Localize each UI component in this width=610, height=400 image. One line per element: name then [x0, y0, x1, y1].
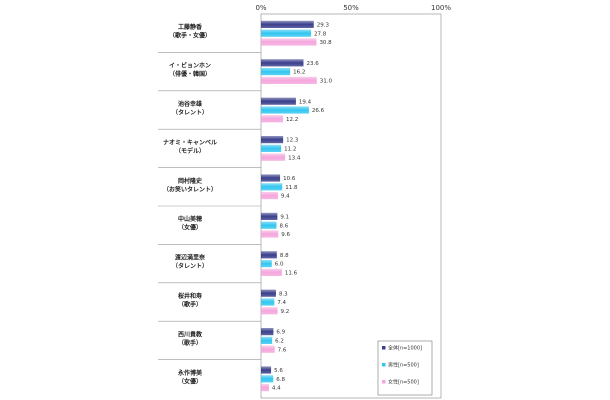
bar-value-label: 9.2 [281, 309, 290, 315]
bar-value-label: 11.8 [285, 185, 298, 191]
category-label: 池谷幸雄 [178, 100, 202, 108]
legend-swatch [382, 346, 386, 350]
bar-value-label: 8.8 [280, 253, 289, 259]
bar-value-label: 9.6 [281, 232, 290, 238]
bar [261, 76, 317, 84]
bar-value-label: 12.3 [286, 138, 299, 144]
bar [261, 29, 312, 37]
bar [261, 59, 304, 67]
bar-value-label: 12.2 [286, 117, 298, 123]
legend: 全体[n=1000] 男性[n=500] 女性[n=500] [377, 340, 433, 396]
bar-value-label: 9.1 [280, 215, 289, 221]
bar-value-label: 30.8 [319, 40, 332, 46]
legend-label: 女性[n=500] [388, 379, 419, 386]
bar-value-label: 11.6 [285, 271, 298, 277]
bar [261, 328, 274, 336]
bar-value-label: 23.6 [306, 61, 319, 67]
x-tick-label: 50% [343, 4, 359, 12]
bar [261, 183, 283, 191]
bar-value-label: 6.9 [276, 330, 285, 336]
bar [261, 336, 273, 344]
category-label: 岡村隆史 [178, 177, 203, 185]
bar [261, 221, 277, 229]
category-label: 永作博美 [177, 369, 203, 377]
bar [261, 192, 278, 200]
bar [261, 106, 309, 114]
category-label: （女優） [178, 224, 202, 232]
category-label: （お笑いタレント） [163, 185, 217, 193]
bar-value-label: 7.4 [277, 300, 286, 306]
category-label: （女優） [178, 377, 202, 385]
category-label: （モデル） [175, 147, 205, 155]
bar [261, 251, 277, 259]
bar [261, 307, 278, 315]
bar [261, 20, 314, 28]
bar [261, 38, 317, 46]
bar-value-label: 27.8 [314, 31, 327, 37]
legend-label: 全体[n=1000] [388, 345, 422, 352]
category-label: （歌手） [178, 301, 202, 309]
bar-value-label: 4.4 [272, 386, 281, 392]
x-axis-ticks: 0% 50% 100% [255, 4, 451, 12]
bar [261, 97, 296, 105]
bar-value-label: 7.6 [278, 347, 287, 353]
bar [261, 230, 279, 238]
category-label: イ・ビョンホン [169, 62, 211, 70]
bar-value-label: 11.2 [284, 147, 296, 153]
bar-value-label: 6.8 [276, 377, 285, 383]
bar-value-label: 29.3 [317, 23, 330, 29]
bar-value-label: 5.6 [274, 368, 283, 374]
bar-value-label: 19.4 [299, 99, 312, 105]
bar [261, 289, 276, 297]
bar-value-label: 13.4 [288, 155, 301, 161]
category-label: （歌手） [178, 339, 202, 347]
legend-swatch [382, 380, 386, 384]
bar-value-label: 16.2 [293, 70, 305, 76]
category-label: 西川貴教 [178, 330, 203, 338]
bar [261, 268, 282, 276]
bar-value-label: 31.0 [320, 79, 333, 85]
bar-value-label: 26.6 [312, 108, 325, 114]
bars: 29.3 27.8 30.8 23.616.2 31.0 19.426.6 12.2 12.3… [261, 20, 333, 392]
category-label: （俳優・韓国） [169, 70, 211, 78]
x-tick-label: 0% [255, 4, 266, 12]
bar [261, 144, 282, 152]
legend-swatch [382, 363, 386, 367]
legend-box [377, 340, 433, 396]
bar-value-label: 9.4 [281, 194, 290, 200]
category-label: 桜井和寿 [178, 292, 202, 300]
category-label: （歌手・女優） [169, 32, 211, 40]
bar [261, 384, 269, 392]
bar-value-label: 8.6 [279, 223, 288, 229]
bar [261, 345, 275, 353]
bar [261, 212, 278, 220]
bar-value-label: 10.6 [283, 176, 296, 182]
category-label: 中山美穂 [178, 215, 202, 223]
category-label: 渡辺満里奈 [175, 254, 206, 262]
category-label: （タレント） [172, 109, 208, 117]
bar [261, 68, 291, 76]
category-label: 工藤静香 [178, 23, 203, 31]
bar [261, 153, 286, 161]
category-labels: 工藤静香（歌手・女優）イ・ビョンホン（俳優・韓国）池谷幸雄（タレント）ナオミ・キ… [158, 23, 261, 385]
bar [261, 298, 275, 306]
bar [261, 174, 281, 182]
bar [261, 260, 272, 268]
bar [261, 136, 284, 144]
category-label: （タレント） [172, 262, 208, 270]
bar [261, 375, 274, 383]
bar-value-label: 6.0 [275, 262, 284, 268]
category-label: ナオミ・キャンベル [163, 139, 217, 146]
bar [261, 366, 272, 374]
legend-label: 男性[n=500] [388, 362, 419, 369]
x-tick-label: 100% [431, 4, 451, 12]
bar-value-label: 8.3 [279, 291, 288, 297]
bar [261, 115, 283, 123]
bar-value-label: 6.2 [275, 339, 284, 345]
